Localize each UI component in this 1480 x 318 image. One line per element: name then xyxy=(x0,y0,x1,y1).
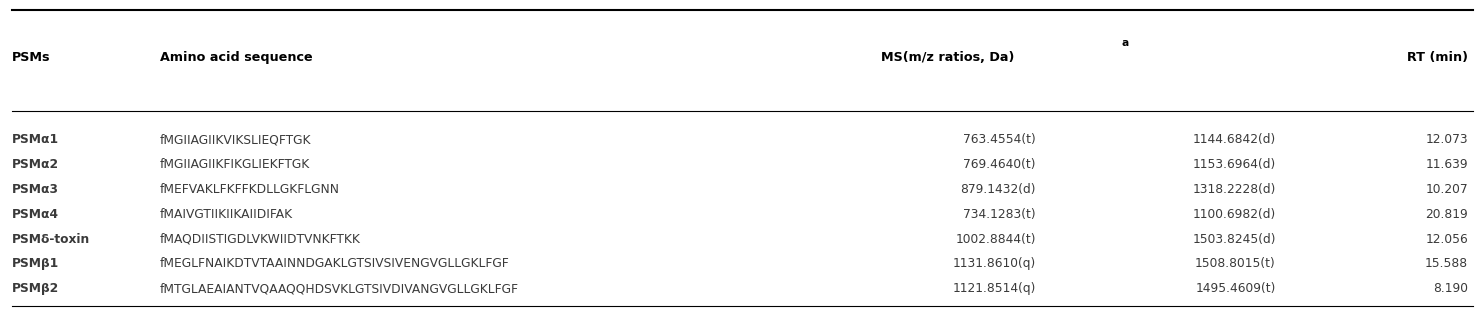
Text: PSMβ1: PSMβ1 xyxy=(12,258,59,270)
Text: PSMα4: PSMα4 xyxy=(12,208,59,221)
Text: 763.4554(t): 763.4554(t) xyxy=(963,134,1036,146)
Text: 11.639: 11.639 xyxy=(1425,158,1468,171)
Text: PSMα1: PSMα1 xyxy=(12,134,59,146)
Text: 1495.4609(t): 1495.4609(t) xyxy=(1196,282,1276,295)
Text: 879.1432(d): 879.1432(d) xyxy=(961,183,1036,196)
Text: fMTGLAEAIANTVQAAQQHDSVKLGTSIVDIVANGVGLLGKLFGF: fMTGLAEAIANTVQAAQQHDSVKLGTSIVDIVANGVGLLG… xyxy=(160,282,519,295)
Text: 1153.6964(d): 1153.6964(d) xyxy=(1193,158,1276,171)
Text: MS(m/z ratios, Da): MS(m/z ratios, Da) xyxy=(881,51,1014,64)
Text: 1503.8245(d): 1503.8245(d) xyxy=(1193,233,1276,245)
Text: 1318.2228(d): 1318.2228(d) xyxy=(1193,183,1276,196)
Text: 12.073: 12.073 xyxy=(1425,134,1468,146)
Text: 1508.8015(t): 1508.8015(t) xyxy=(1194,258,1276,270)
Text: Amino acid sequence: Amino acid sequence xyxy=(160,51,312,64)
Text: PSMs: PSMs xyxy=(12,51,50,64)
Text: fMGIIAGIIKFIKGLIEKFTGK: fMGIIAGIIKFIKGLIEKFTGK xyxy=(160,158,311,171)
Text: PSMδ-toxin: PSMδ-toxin xyxy=(12,233,90,245)
Text: fMAIVGTIIKIIKAIIDIFAK: fMAIVGTIIKIIKAIIDIFAK xyxy=(160,208,293,221)
Text: fMAQDIISTIGDLVKWIIDTVNKFTKK: fMAQDIISTIGDLVKWIIDTVNKFTKK xyxy=(160,233,361,245)
Text: 1002.8844(t): 1002.8844(t) xyxy=(956,233,1036,245)
Text: 12.056: 12.056 xyxy=(1425,233,1468,245)
Text: fMEFVAKLFKFFKDLLGKFLGNN: fMEFVAKLFKFFKDLLGKFLGNN xyxy=(160,183,340,196)
Text: PSMα3: PSMα3 xyxy=(12,183,59,196)
Text: 769.4640(t): 769.4640(t) xyxy=(963,158,1036,171)
Text: 15.588: 15.588 xyxy=(1425,258,1468,270)
Text: fMEGLFNAIKDTVTAAINNDGAKLGTSIVSIVENGVGLLGKLFGF: fMEGLFNAIKDTVTAAINNDGAKLGTSIVSIVENGVGLLG… xyxy=(160,258,509,270)
Text: 1121.8514(q): 1121.8514(q) xyxy=(953,282,1036,295)
Text: a: a xyxy=(1122,38,1129,48)
Text: PSMβ2: PSMβ2 xyxy=(12,282,59,295)
Text: RT (min): RT (min) xyxy=(1407,51,1468,64)
Text: fMGIIAGIIKVIKSLIEQFTGK: fMGIIAGIIKVIKSLIEQFTGK xyxy=(160,134,311,146)
Text: PSMα2: PSMα2 xyxy=(12,158,59,171)
Text: 1100.6982(d): 1100.6982(d) xyxy=(1193,208,1276,221)
Text: 1144.6842(d): 1144.6842(d) xyxy=(1193,134,1276,146)
Text: 8.190: 8.190 xyxy=(1433,282,1468,295)
Text: 10.207: 10.207 xyxy=(1425,183,1468,196)
Text: 734.1283(t): 734.1283(t) xyxy=(963,208,1036,221)
Text: 20.819: 20.819 xyxy=(1425,208,1468,221)
Text: 1131.8610(q): 1131.8610(q) xyxy=(953,258,1036,270)
